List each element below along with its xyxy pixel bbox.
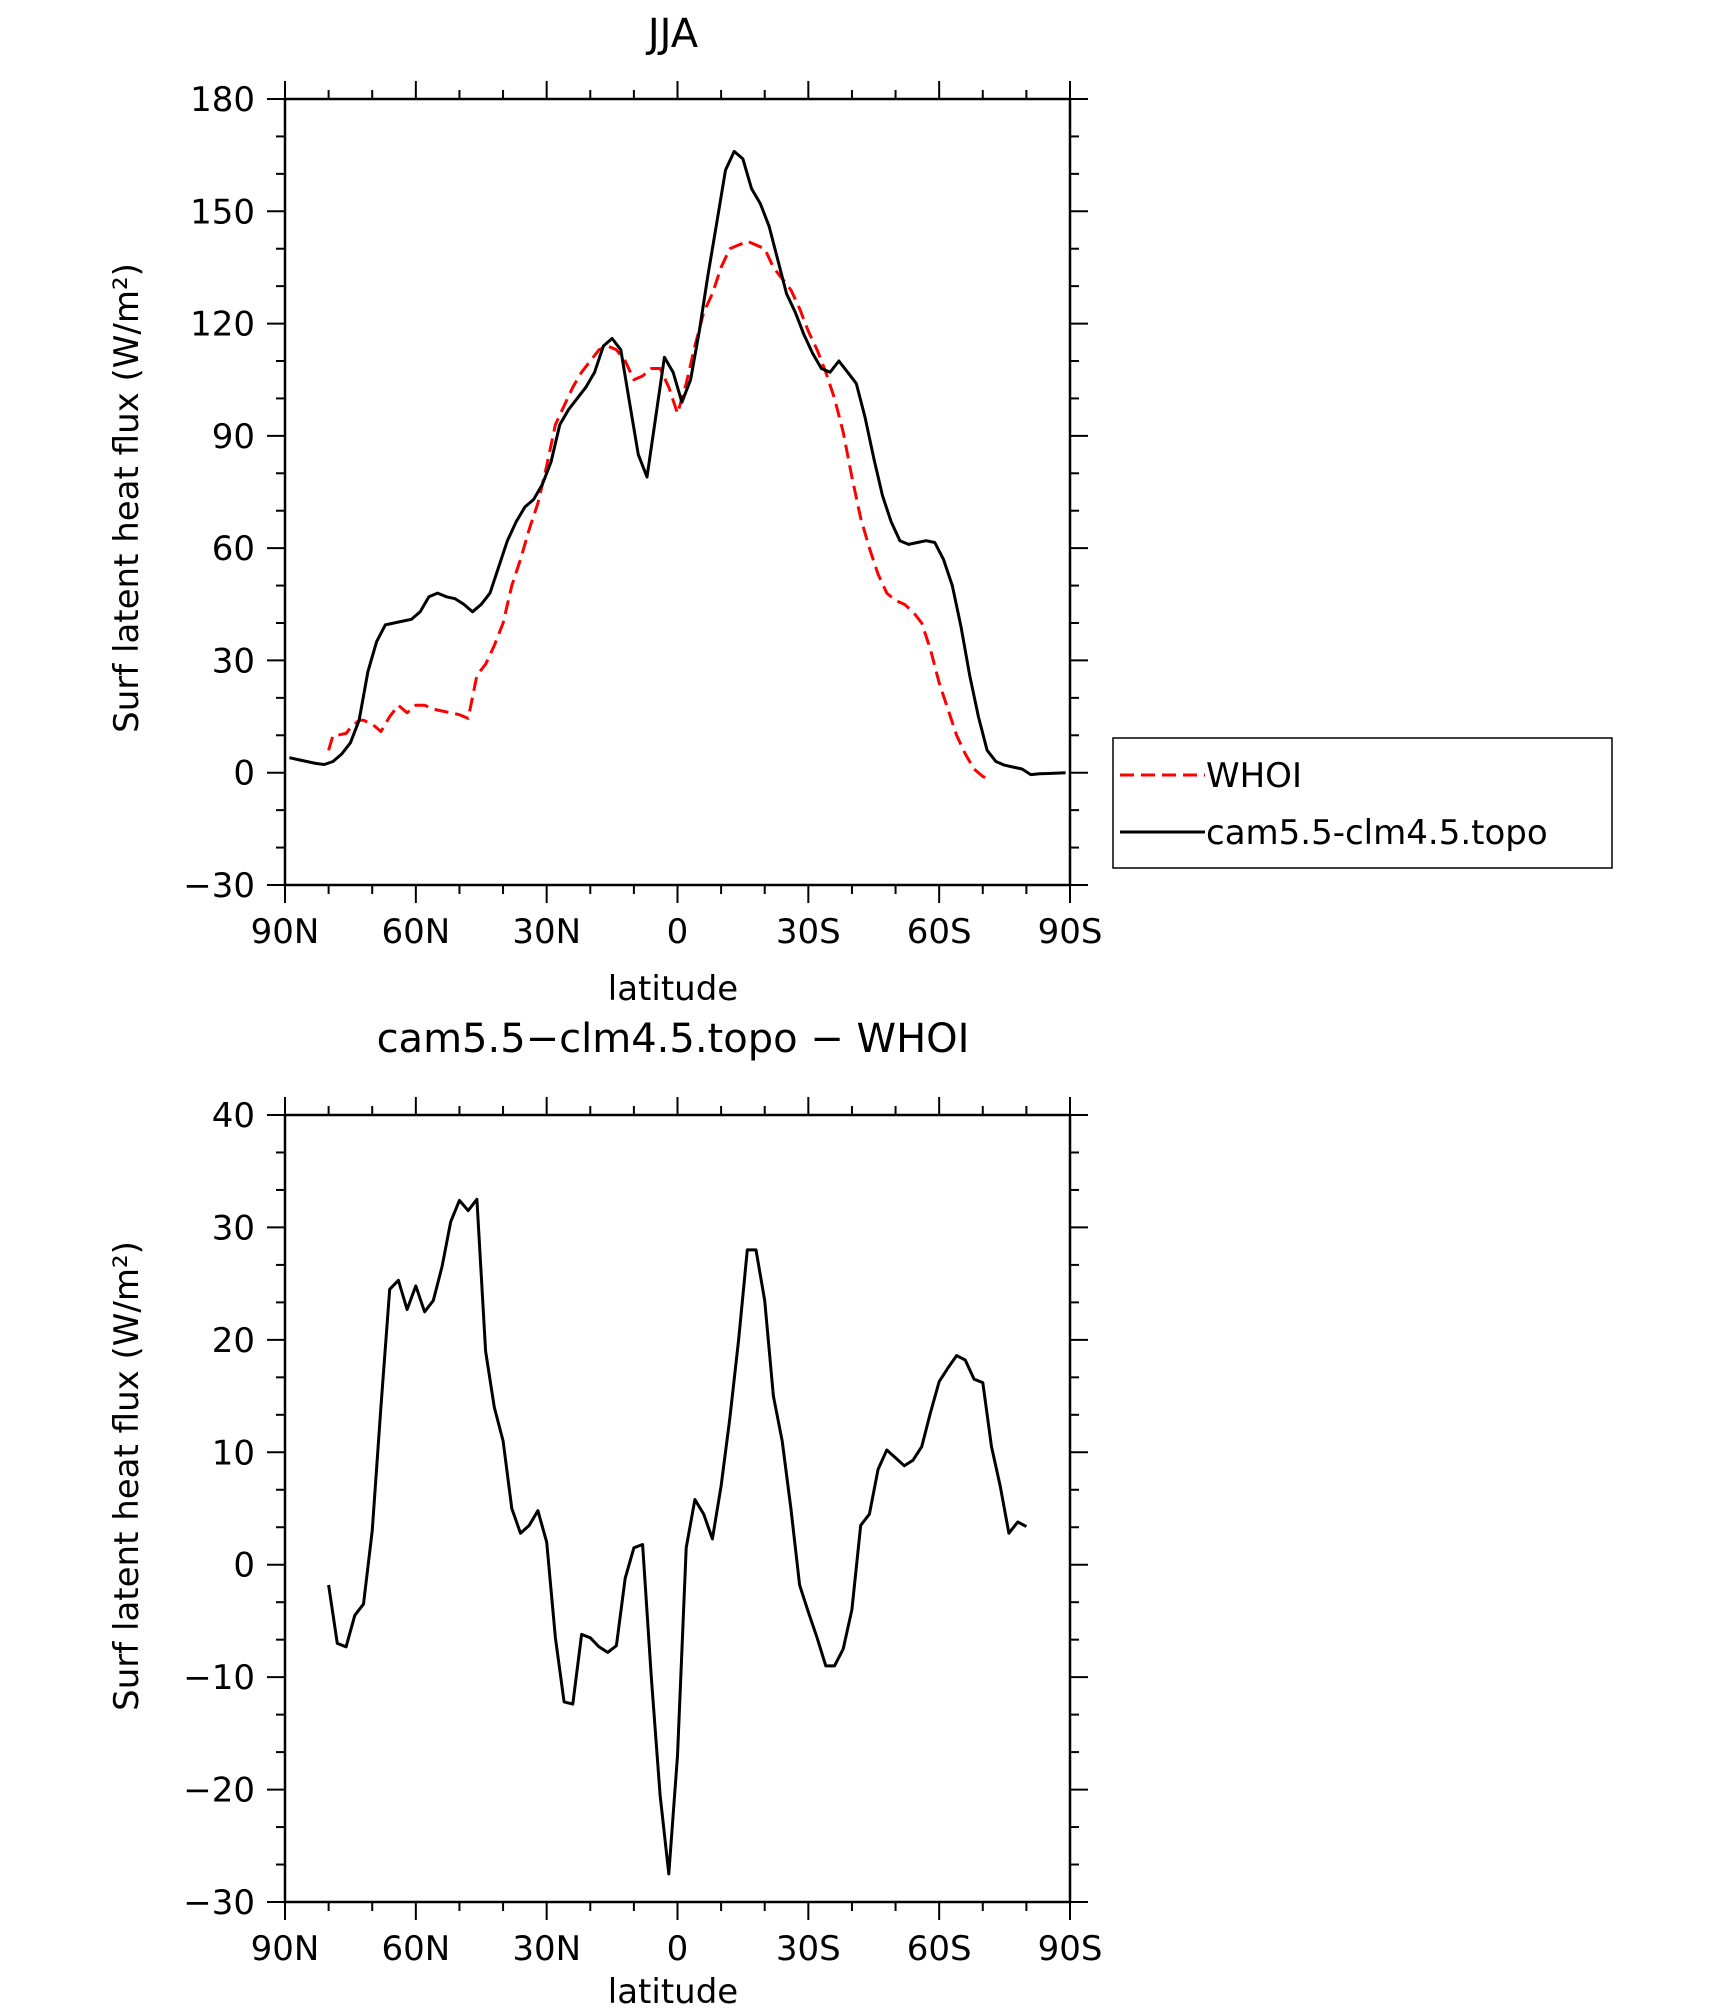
top-x-axis-label: latitude: [608, 969, 738, 1009]
top-x-tick-label: 30S: [776, 912, 841, 952]
bottom-y-tick-label: 30: [212, 1208, 255, 1248]
bottom-chart-title: cam5.5−clm4.5.topo − WHOI: [377, 1016, 970, 1062]
top-y-tick-label: 150: [190, 192, 255, 232]
bottom-x-axis-label: latitude: [608, 1972, 738, 2010]
top-series-line-whoi: [327, 239, 993, 782]
top-x-tick-label: 60S: [907, 912, 972, 952]
legend: WHOI cam5.5-clm4.5.topo: [1112, 737, 1613, 869]
top-y-axis-label: Surf latent heat flux (W/m²): [107, 263, 147, 733]
bottom-y-tick-label: 10: [212, 1433, 255, 1473]
top-series-line-cam5-5-clm4-5-topo: [289, 149, 1066, 777]
bottom-x-tick-label: 30N: [512, 1929, 581, 1969]
top-y-tick-label: 30: [212, 641, 255, 681]
bottom-x-tick-label: 60N: [381, 1929, 450, 1969]
top-y-tick-label: 90: [212, 417, 255, 457]
top-x-tick-label: 90S: [1038, 912, 1103, 952]
top-y-tick-label: −30: [183, 866, 255, 906]
bottom-x-tick-label: 90N: [251, 1929, 320, 1969]
bottom-y-tick-label: −20: [183, 1771, 255, 1811]
legend-label-whoi: WHOI: [1206, 756, 1302, 796]
bottom-series-line-difference: [327, 1197, 1028, 1876]
top-y-tick-label: 60: [212, 529, 255, 569]
bottom-x-tick-label: 30S: [776, 1929, 841, 1969]
bottom-y-tick-label: 0: [233, 1546, 255, 1586]
top-x-tick-label: 0: [667, 912, 689, 952]
legend-label-cam: cam5.5-clm4.5.topo: [1206, 813, 1548, 853]
top-x-tick-label: 30N: [512, 912, 581, 952]
top-x-tick-label: 90N: [251, 912, 320, 952]
bottom-x-tick-label: 60S: [907, 1929, 972, 1969]
bottom-plot-area: −30 −20 −10 0 10 20 30 40 90N 60N 30N 0 30S 60S 90S: [183, 1096, 1102, 1969]
bottom-y-axis-label: Surf latent heat flux (W/m²): [107, 1241, 147, 1711]
bottom-y-tick-label: 40: [212, 1096, 255, 1136]
top-x-tick-label: 60N: [381, 912, 450, 952]
top-y-tick-label: 0: [233, 754, 255, 794]
bottom-y-tick-label: −10: [183, 1658, 255, 1698]
top-y-tick-label: 120: [190, 305, 255, 345]
legend-box: [1112, 737, 1613, 869]
top-chart: JJA −30 0 30 60 90 120 150 180 90N 60N 30N 0 30S 60S 9…: [107, 11, 1613, 1009]
top-chart-title: JJA: [645, 11, 699, 57]
bottom-y-tick-label: 20: [212, 1321, 255, 1361]
bottom-x-tick-label: 0: [667, 1929, 689, 1969]
top-plot-frame: [283, 97, 1072, 887]
bottom-plot-frame: [283, 1113, 1072, 1904]
top-y-tick-label: 180: [190, 80, 255, 120]
bottom-y-tick-label: −30: [183, 1883, 255, 1923]
bottom-chart: cam5.5−clm4.5.topo − WHOI −30 −20 −10 0 10 20…: [107, 1016, 1102, 2010]
bottom-x-tick-label: 90S: [1038, 1929, 1103, 1969]
top-plot-area: −30 0 30 60 90 120 150 180 90N 60N 30N 0 30S 60S 90S: [183, 80, 1102, 952]
